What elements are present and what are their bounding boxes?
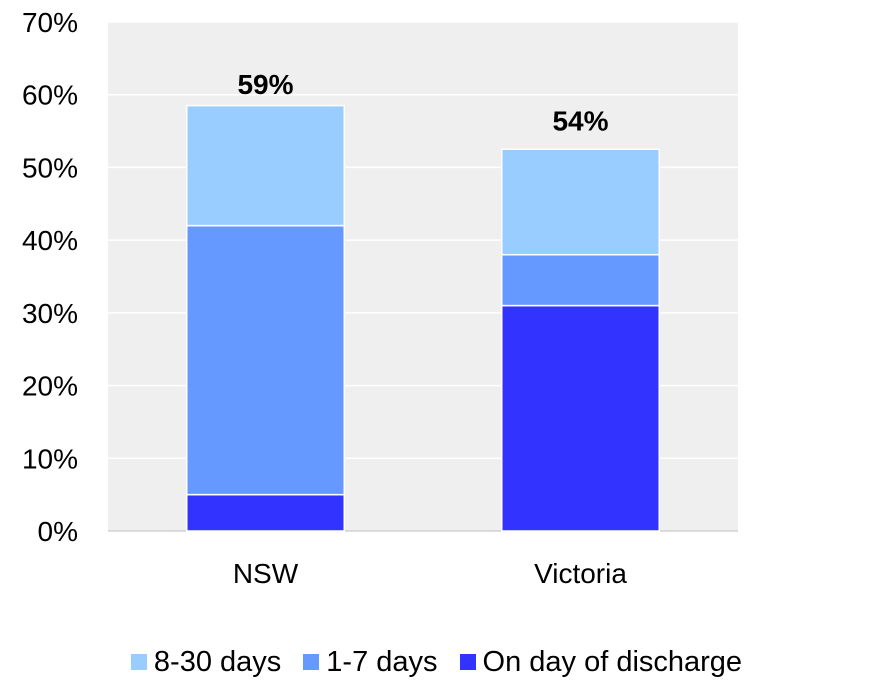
legend-label: On day of discharge <box>482 645 743 678</box>
y-tick-label: 30% <box>22 298 78 329</box>
legend-swatch-on-day-of-discharge <box>459 654 476 670</box>
legend: 8-30 days 1-7 days On day of discharge <box>0 642 873 682</box>
y-tick-label: 10% <box>22 443 78 474</box>
x-tick-label: NSW <box>233 558 299 589</box>
bar-segment <box>186 224 345 496</box>
bar-total-label: 59% <box>237 69 293 100</box>
bar-total-label: 54% <box>552 105 608 136</box>
legend-swatch-1-7-days <box>303 654 320 670</box>
legend-item-on-day-of-discharge: On day of discharge <box>459 645 743 678</box>
chart-svg: 0% 10% 20% 30% 40% 50% 60% 70% 59% NSW 54% Victoria <box>22 7 738 589</box>
legend-item-8-30-days: 8-30 days <box>130 645 282 678</box>
bar-segment <box>501 253 660 307</box>
legend-item-1-7-days: 1-7 days <box>303 645 438 678</box>
y-tick-label: 60% <box>22 80 78 111</box>
y-tick-label: 70% <box>22 7 78 38</box>
y-tick-label: 50% <box>22 152 78 183</box>
bar-segment <box>186 104 345 227</box>
bar-segment <box>501 304 660 532</box>
y-tick-label: 20% <box>22 371 78 402</box>
legend-label: 8-30 days <box>153 645 282 678</box>
x-tick-label: Victoria <box>534 558 627 589</box>
legend-label: 1-7 days <box>326 645 438 678</box>
legend-swatch-8-30-days <box>130 654 147 670</box>
bar-segment <box>501 148 660 256</box>
bar-segment <box>186 493 345 532</box>
y-tick-label: 0% <box>38 516 78 547</box>
y-tick-label: 40% <box>22 225 78 256</box>
